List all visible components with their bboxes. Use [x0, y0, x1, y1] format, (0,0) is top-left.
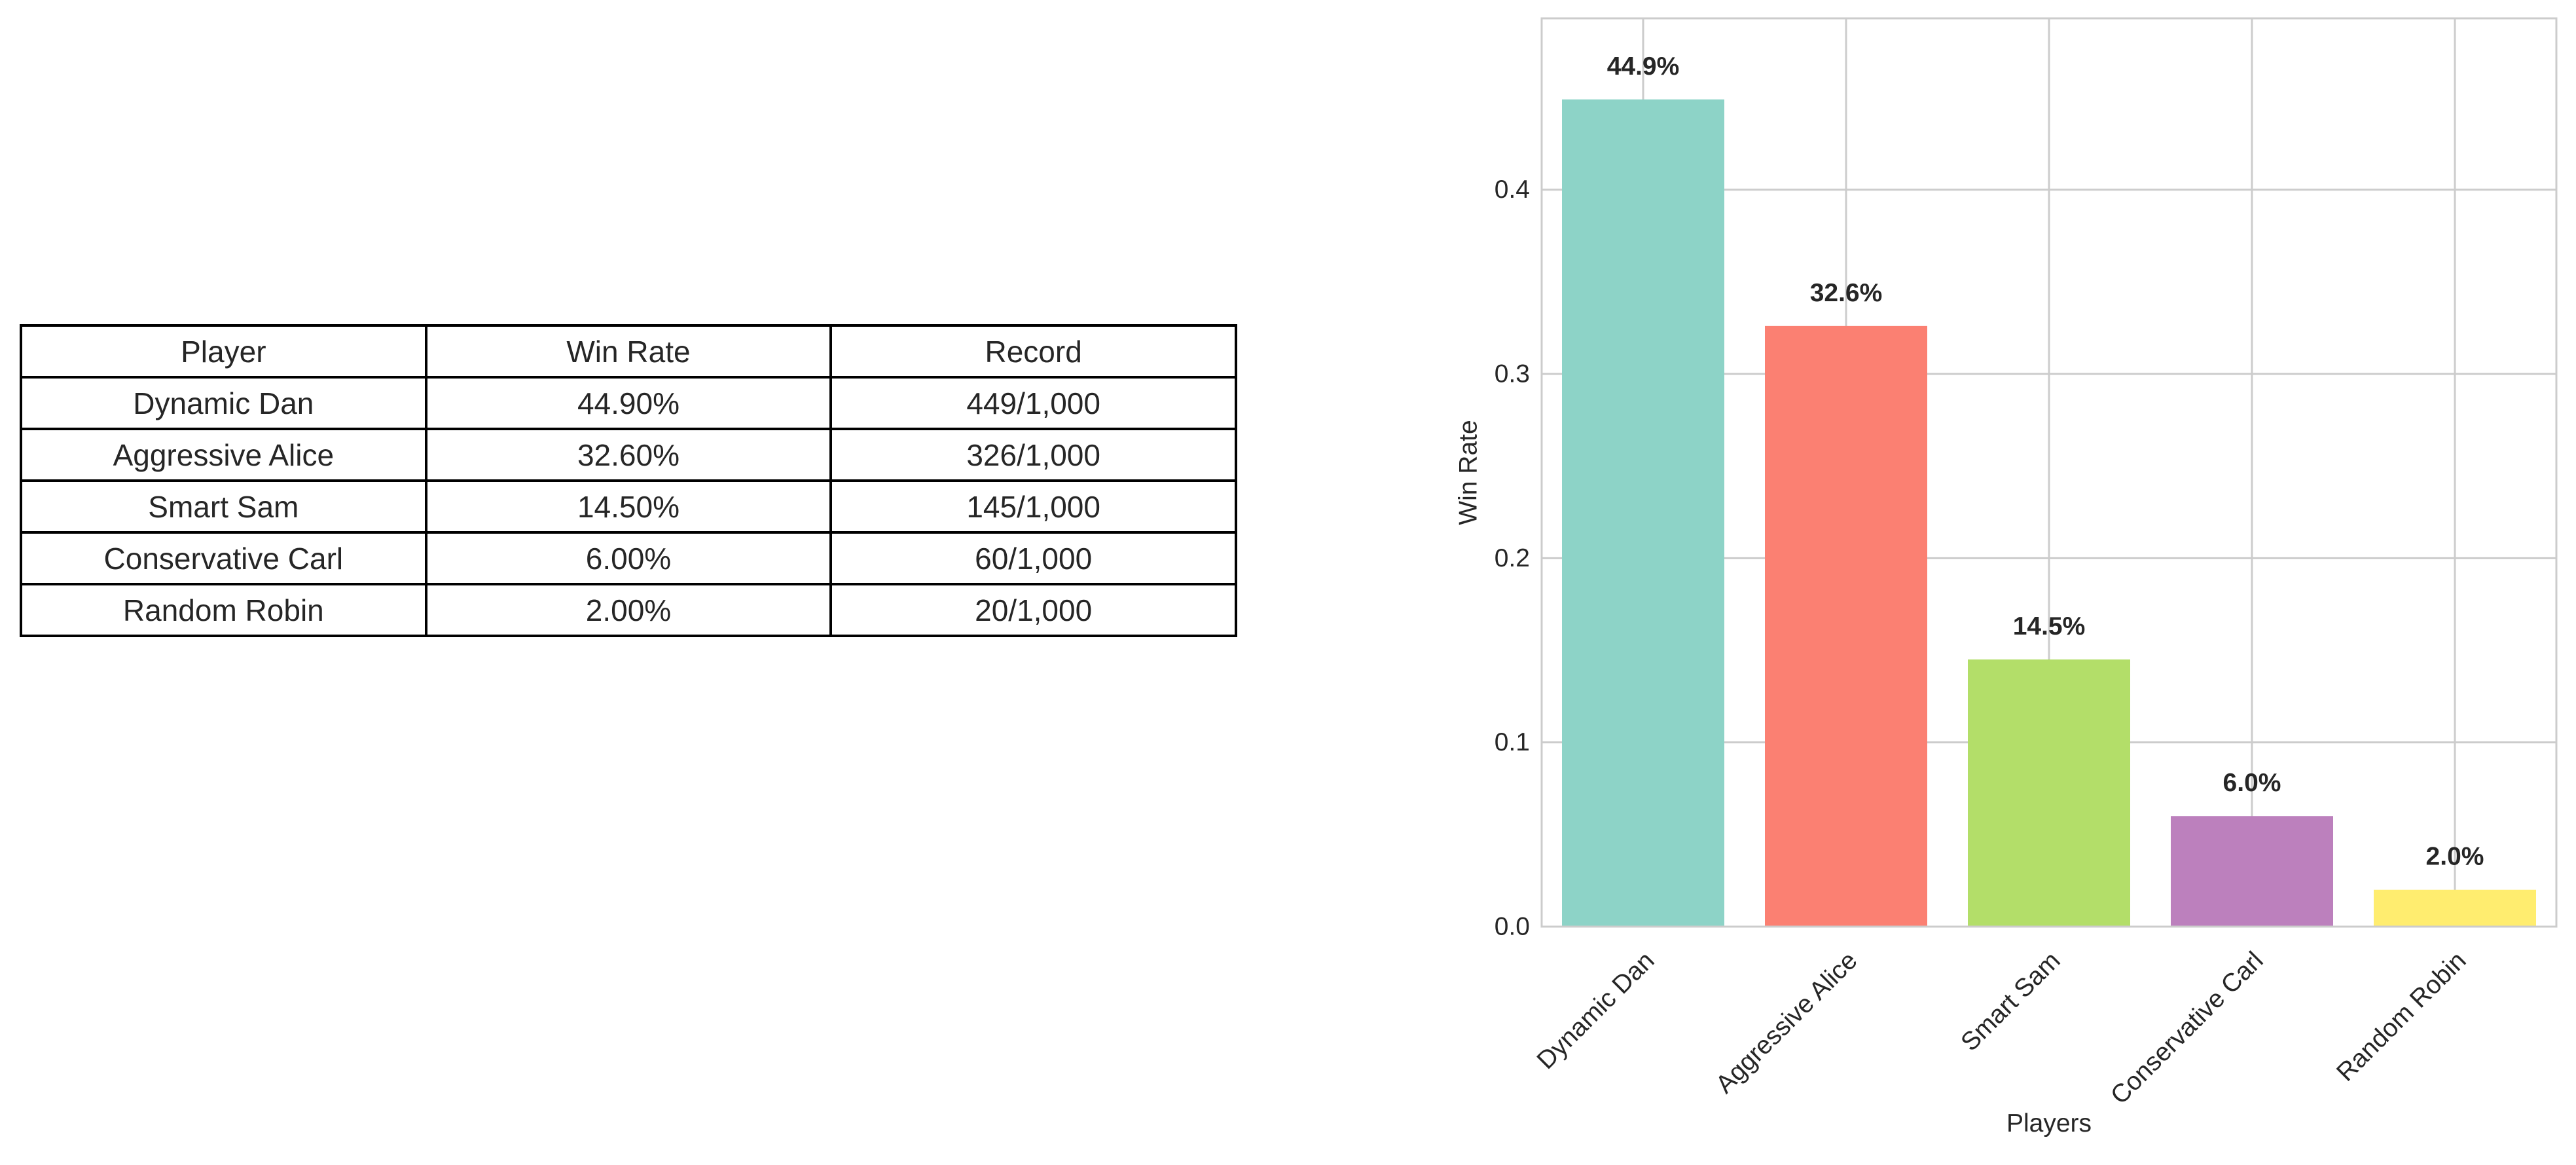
cell-win-rate: 2.00% [424, 583, 833, 637]
cell-record: 145/1,000 [829, 479, 1237, 534]
y-tick-label: 0.1 [1495, 728, 1530, 756]
bar-value-label: 44.9% [1607, 52, 1680, 81]
x-tick-label: Dynamic Dan [1532, 946, 1660, 1075]
cell-player: Conservative Carl [20, 531, 427, 585]
bar [1562, 99, 1724, 927]
y-axis-title: Win Rate [1455, 420, 1483, 525]
table-row: Dynamic Dan 44.90% 449/1,000 [20, 376, 1237, 430]
header-record: Record [829, 324, 1237, 379]
table-row: Random Robin 2.00% 20/1,000 [20, 583, 1237, 637]
cell-player: Smart Sam [20, 479, 427, 534]
cell-record: 449/1,000 [829, 376, 1237, 430]
x-tick-label: Aggressive Alice [1711, 946, 1863, 1099]
x-tick-label: Random Robin [2331, 946, 2471, 1086]
y-tick-label: 0.2 [1495, 544, 1530, 572]
bar [1968, 659, 2130, 927]
cell-record: 20/1,000 [829, 583, 1237, 637]
y-tick-label: 0.4 [1495, 176, 1530, 204]
cell-win-rate: 44.90% [424, 376, 833, 430]
x-tick-label: Conservative Carl [2105, 946, 2269, 1110]
bar [1765, 325, 1927, 927]
table-header-row: Player Win Rate Record [20, 324, 1237, 379]
y-tick-label: 0.3 [1495, 360, 1530, 388]
bar [2374, 889, 2536, 927]
table-row: Conservative Carl 6.00% 60/1,000 [20, 531, 1237, 585]
bar [2171, 816, 2333, 927]
cell-player: Random Robin [20, 583, 427, 637]
cell-player: Aggressive Alice [20, 428, 427, 482]
bar-value-label: 6.0% [2223, 769, 2281, 797]
table-row: Smart Sam 14.50% 145/1,000 [20, 479, 1237, 534]
cell-win-rate: 14.50% [424, 479, 833, 534]
bar-value-label: 2.0% [2426, 843, 2484, 871]
cell-win-rate: 32.60% [424, 428, 833, 482]
header-player: Player [20, 324, 427, 379]
x-tick-label: Smart Sam [1955, 946, 2065, 1056]
cell-record: 60/1,000 [829, 531, 1237, 585]
plot-frame [1540, 17, 2558, 928]
cell-player: Dynamic Dan [20, 376, 427, 430]
x-axis-title: Players [2006, 1109, 2092, 1137]
bar-value-label: 14.5% [2013, 612, 2086, 640]
cell-record: 326/1,000 [829, 428, 1237, 482]
y-tick-label: 0.0 [1495, 913, 1530, 941]
cell-win-rate: 6.00% [424, 531, 833, 585]
header-win-rate: Win Rate [424, 324, 833, 379]
table-row: Aggressive Alice 32.60% 326/1,000 [20, 428, 1237, 482]
bar-value-label: 32.6% [1810, 279, 1883, 307]
results-table: Player Win Rate Record Dynamic Dan 44.90… [20, 324, 1237, 637]
